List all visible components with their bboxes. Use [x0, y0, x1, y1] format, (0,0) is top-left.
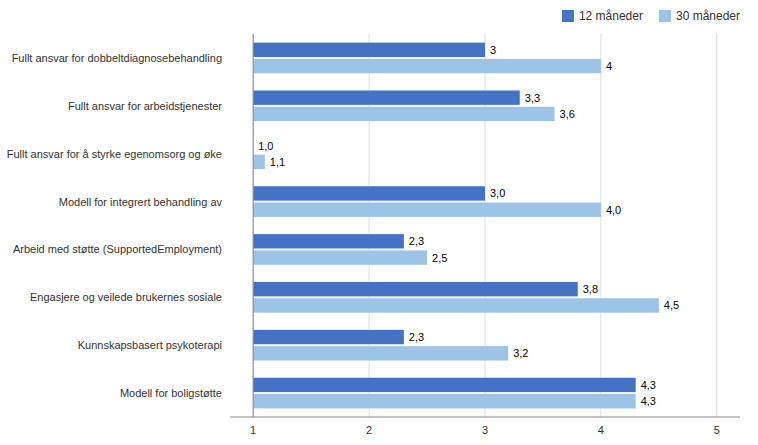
x-axis-line	[230, 417, 740, 418]
bar	[253, 186, 485, 200]
bar	[253, 90, 520, 104]
x-tick-label: 2	[366, 424, 372, 436]
data-label: 3,6	[560, 108, 575, 120]
data-label: 4	[606, 60, 612, 72]
data-label: 3	[490, 44, 496, 56]
category-label: Arbeid med støtte (SupportedEmployment)	[13, 243, 222, 255]
data-label: 2,3	[409, 331, 424, 343]
data-label: 4,3	[641, 395, 656, 407]
bar	[253, 234, 404, 248]
category-label: Kunnskapsbasert psykoterapi	[78, 339, 222, 351]
category-label: Modell for integrert behandling av	[59, 196, 223, 208]
bar	[253, 298, 659, 312]
bar	[253, 330, 404, 344]
category-label: Modell for boligstøtte	[120, 387, 222, 399]
bar	[253, 250, 427, 264]
bar	[253, 378, 636, 392]
legend: 12 måneder 30 måneder	[562, 9, 740, 23]
x-tick-label: 4	[598, 424, 604, 436]
data-label: 1,1	[270, 156, 285, 168]
category-label: Fullt ansvar for arbeidstjenester	[68, 100, 222, 112]
bar	[253, 394, 636, 408]
data-label: 4,5	[664, 299, 679, 311]
category-label: Engasjere og veilede brukernes sosiale	[30, 291, 222, 303]
bar	[253, 203, 601, 217]
x-tick-label: 5	[714, 424, 720, 436]
chart: Modell for boligstøtte Kunnskapsbasert ps…	[0, 0, 758, 445]
bars	[253, 43, 659, 409]
category-labels: Modell for boligstøtte Kunnskapsbasert ps…	[7, 52, 223, 399]
x-tick-label: 3	[482, 424, 488, 436]
baseline	[253, 34, 254, 417]
bar	[253, 59, 601, 73]
category-label: Fullt ansvar for dobbeltdiagnosebehandli…	[12, 52, 222, 64]
data-label: 4,0	[606, 204, 621, 216]
bar	[253, 155, 265, 169]
legend-swatch	[659, 10, 671, 22]
legend-label: 30 måneder	[676, 9, 740, 23]
bar	[253, 346, 508, 360]
bar	[253, 282, 578, 296]
bar	[253, 43, 485, 57]
x-tick-label: 1	[250, 424, 256, 436]
data-label: 3,2	[513, 347, 528, 359]
category-label: Fullt ansvar for å styrke egenomsorg og …	[7, 148, 222, 160]
data-label: 3,8	[583, 283, 598, 295]
data-label: 3,0	[490, 187, 505, 199]
grid-line	[716, 34, 717, 417]
legend-swatch	[562, 10, 574, 22]
data-labels: 4,3 2,3 3,8 2,3 3,0 1,0 3,3 3 4,3 3,2 4,5 2,5 4,0 1,1…	[258, 44, 679, 407]
x-tick-labels: 1 2 3 4 5	[250, 424, 720, 436]
grid-line	[600, 34, 601, 417]
data-label: 4,3	[641, 379, 656, 391]
data-label: 3,3	[525, 92, 540, 104]
data-label: 2,5	[432, 252, 447, 264]
bar	[253, 107, 554, 121]
data-label: 1,0	[258, 140, 273, 152]
legend-label: 12 måneder	[579, 9, 643, 23]
data-label: 2,3	[409, 235, 424, 247]
grid	[253, 34, 717, 417]
grid-line	[253, 34, 254, 417]
